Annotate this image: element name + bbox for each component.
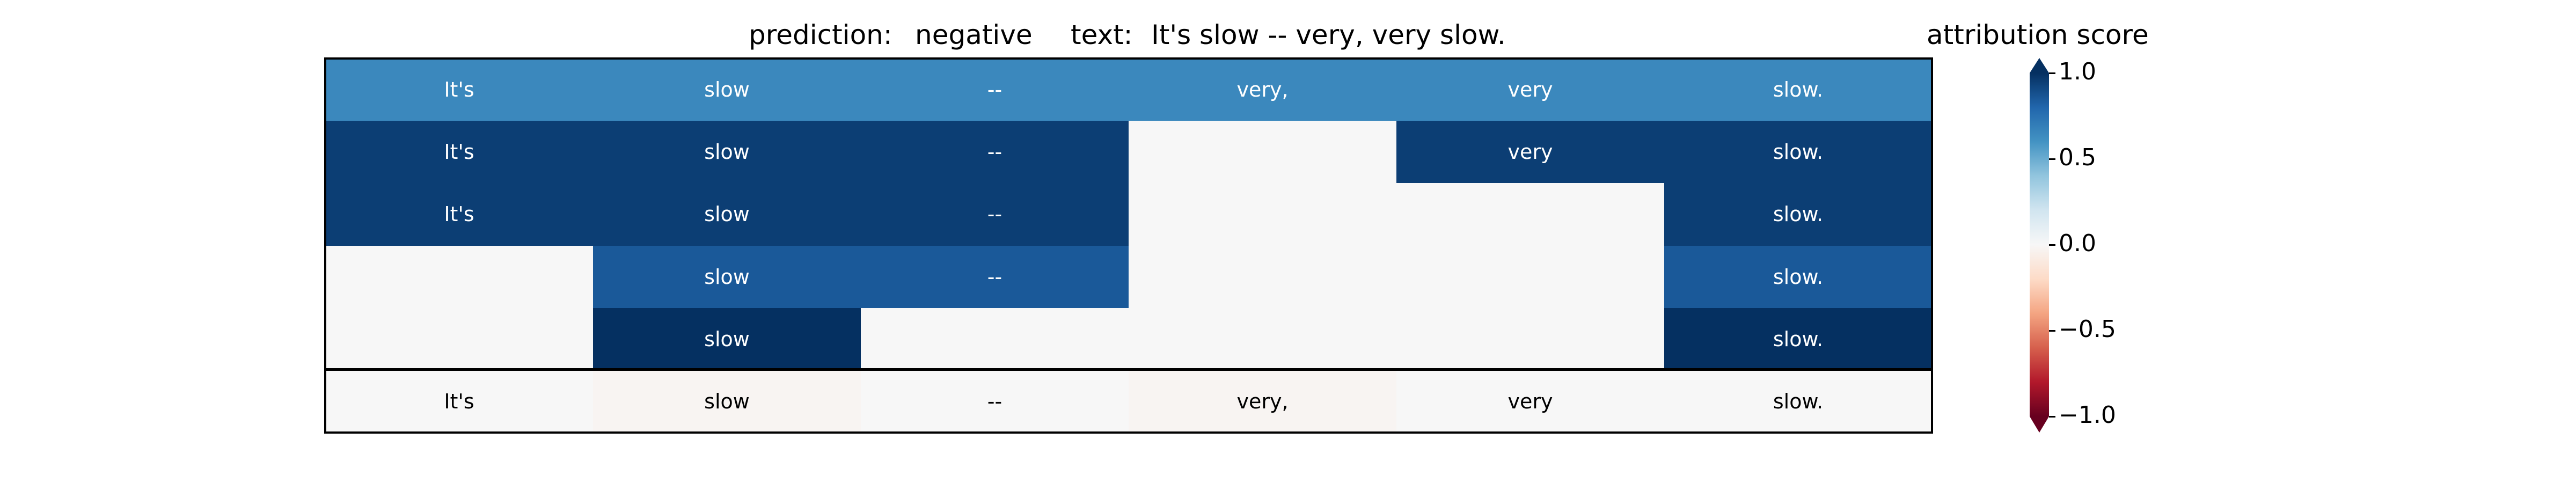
cell-token-label: slow bbox=[704, 78, 750, 102]
attribution-cell: slow. bbox=[1664, 371, 1932, 431]
attribution-token-label: slow. bbox=[1773, 389, 1824, 413]
heatmap-cell bbox=[1396, 245, 1664, 308]
text-value: It's slow -- very, very slow. bbox=[1151, 19, 1506, 50]
attribution-token-label: very, bbox=[1236, 389, 1289, 413]
colorbar-top-extend bbox=[2030, 58, 2049, 73]
colorbar-tick-mark bbox=[2049, 244, 2055, 246]
attribution-cell: slow bbox=[593, 371, 861, 431]
cell-token-label: slow. bbox=[1773, 78, 1824, 102]
prediction-label: prediction: bbox=[749, 19, 892, 50]
heatmap-cell: It's bbox=[325, 183, 593, 246]
colorbar-tick-label: 1.0 bbox=[2059, 58, 2096, 85]
cell-token-label: It's bbox=[444, 140, 474, 164]
attribution-cell: It's bbox=[325, 371, 593, 431]
colorbar-tick-label: 0.0 bbox=[2059, 230, 2096, 257]
colorbar-tick-mark bbox=[2049, 416, 2055, 418]
heatmap-cell: slow. bbox=[1664, 308, 1932, 370]
cell-token-label: -- bbox=[987, 78, 1002, 102]
heatmap-cell: slow. bbox=[1664, 183, 1932, 246]
heatmap-cell: slow bbox=[593, 121, 861, 184]
colorbar-tick-label: −1.0 bbox=[2059, 401, 2116, 429]
cell-token-label: slow bbox=[704, 140, 750, 164]
attribution-token-label: slow bbox=[704, 389, 750, 413]
heatmap-cell: very bbox=[1396, 58, 1664, 121]
heatmap-cell: very bbox=[1396, 121, 1664, 184]
colorbar-bottom-extend bbox=[2030, 416, 2049, 433]
colorbar-tick-label: 0.5 bbox=[2059, 144, 2096, 171]
cell-token-label: It's bbox=[444, 78, 474, 102]
colorbar-title: attribution score bbox=[1927, 19, 2149, 50]
heatmap-cell: slow. bbox=[1664, 121, 1932, 184]
heatmap-cell: slow. bbox=[1664, 58, 1932, 121]
cell-token-label: slow. bbox=[1773, 140, 1824, 164]
heatmap-cell: -- bbox=[861, 183, 1129, 246]
attribution-token-label: It's bbox=[444, 389, 474, 413]
attribution-token-label: very bbox=[1507, 389, 1553, 413]
heatmap-cell bbox=[1129, 121, 1396, 184]
heatmap-cell bbox=[1129, 308, 1396, 370]
cell-token-label: slow. bbox=[1773, 265, 1824, 289]
heatmap-cell: slow bbox=[593, 183, 861, 246]
cell-token-label: -- bbox=[987, 265, 1002, 289]
cell-token-label: very, bbox=[1236, 78, 1289, 102]
heatmap-cell: -- bbox=[861, 245, 1129, 308]
heatmap-cell bbox=[861, 308, 1129, 370]
heatmap-cell: slow. bbox=[1664, 245, 1932, 308]
prediction-value: negative bbox=[915, 19, 1033, 50]
cell-token-label: slow bbox=[704, 202, 750, 226]
colorbar-tick-label: −0.5 bbox=[2059, 316, 2116, 343]
heatmap-cell: It's bbox=[325, 121, 593, 184]
colorbar bbox=[2030, 58, 2049, 433]
cell-token-label: It's bbox=[444, 202, 474, 226]
heatmap-cell: It's bbox=[325, 58, 593, 121]
cell-token-label: slow. bbox=[1773, 202, 1824, 226]
cell-token-label: very bbox=[1507, 140, 1553, 164]
heatmap-cell bbox=[1129, 245, 1396, 308]
heatmap-cell: slow bbox=[593, 58, 861, 121]
text-label: text: bbox=[1071, 19, 1133, 50]
heatmap-cell bbox=[1396, 308, 1664, 370]
heatmap-cell bbox=[1129, 183, 1396, 246]
colorbar-tick-mark bbox=[2049, 330, 2055, 332]
heatmap-cell: -- bbox=[861, 121, 1129, 184]
heatmap-cell: slow bbox=[593, 308, 861, 370]
cell-token-label: slow bbox=[704, 327, 750, 351]
heatmap-cell bbox=[325, 308, 593, 370]
heatmap-cell: -- bbox=[861, 58, 1129, 121]
heatmap-cell: very, bbox=[1129, 58, 1396, 121]
attribution-cell: very, bbox=[1129, 371, 1396, 431]
cell-token-label: -- bbox=[987, 140, 1002, 164]
attribution-cell: very bbox=[1396, 371, 1664, 431]
colorbar-tick-mark bbox=[2049, 72, 2055, 74]
cell-token-label: -- bbox=[987, 202, 1002, 226]
colorbar-gradient bbox=[2030, 73, 2049, 416]
attribution-token-label: -- bbox=[987, 389, 1002, 413]
heatmap-cell bbox=[1396, 183, 1664, 246]
heatmap-cell bbox=[325, 245, 593, 308]
heatmap-cell: slow bbox=[593, 245, 861, 308]
cell-token-label: slow. bbox=[1773, 327, 1824, 351]
attribution-cell: -- bbox=[861, 371, 1129, 431]
cell-token-label: slow bbox=[704, 265, 750, 289]
colorbar-tick-mark bbox=[2049, 158, 2055, 160]
cell-token-label: very bbox=[1507, 78, 1553, 102]
